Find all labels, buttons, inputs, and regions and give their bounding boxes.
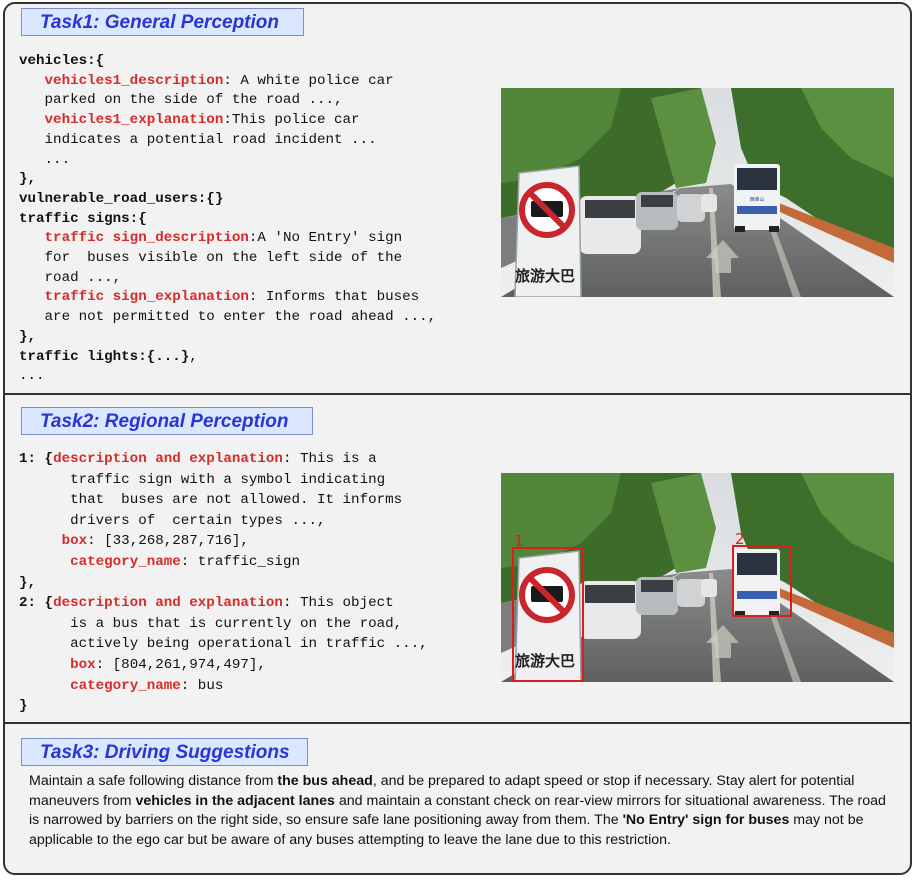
item1-de-val-4: drivers of certain types ...,: [70, 512, 326, 529]
code-veh-desc-val: : A white police car: [223, 72, 394, 89]
item1-de-val: : This is a: [282, 451, 377, 467]
task3-title: Task3: Driving Suggestions: [21, 738, 308, 766]
code-veh-ellipsis: ...: [44, 151, 71, 168]
item2-de-key: description and explanation: [53, 595, 283, 612]
item2-open: {: [44, 595, 54, 612]
task1-title: Task1: General Perception: [21, 8, 304, 36]
suggest-b1: the bus ahead: [277, 773, 373, 789]
suggest-p4: may not be applicable to the ego car but…: [29, 812, 864, 848]
code-close-2: },: [19, 328, 37, 345]
suggest-b3: 'No Entry' sign for buses: [622, 812, 790, 829]
item2-de-val-2: is a bus that is currently on the road,: [70, 615, 403, 632]
item1-open: {: [44, 451, 54, 467]
code-sign-expl-val: : Informs that buses: [248, 289, 420, 306]
code-signs-key: traffic signs:{: [19, 210, 147, 227]
suggest-b2: vehicles in the adjacent lanes: [135, 792, 335, 809]
item1-num: 1:: [19, 451, 37, 467]
suggest-p3: and maintain a constant check on rear-vi…: [29, 792, 886, 829]
bbox-2-label: 2: [735, 530, 745, 548]
bbox-1: [512, 547, 584, 682]
item2-close: }: [19, 698, 28, 715]
code-sign-desc-val: :A 'No Entry' sign: [248, 230, 403, 247]
bbox-2: [732, 545, 792, 617]
task2-title: Task2: Regional Perception: [21, 407, 313, 435]
code-veh-desc-key: vehicles1_description: [44, 72, 224, 89]
code-vru: vulnerable_road_users:{}: [19, 190, 224, 207]
code-sign-desc-key: traffic sign_description: [44, 230, 249, 247]
code-close-1: },: [19, 171, 37, 188]
task1-road-image: 西峰山 旅游大巴: [501, 88, 894, 297]
code-sign-expl-key: traffic sign_explanation: [44, 289, 249, 306]
task2-sign-text: 旅游大巴: [515, 652, 575, 670]
code-sign-desc-val-3: road ...,: [44, 269, 122, 286]
suggest-p1: Maintain a safe following distance from: [29, 773, 278, 789]
task1-sign-text: 旅游大巴: [515, 267, 575, 285]
code-lights-comma: ,: [189, 348, 198, 365]
task2-road-image: 旅游大巴 1 2: [501, 473, 894, 682]
item2-box-val: : [804,261,974,497],: [95, 656, 266, 673]
code-veh-desc-val-2: parked on the side of the road ...,: [44, 92, 343, 109]
code-veh-expl-val: :This police car: [223, 112, 360, 129]
task1-bus-label: 西峰山: [749, 196, 764, 203]
code-lights: traffic lights:{...}: [19, 348, 190, 365]
item1-de-val-2: traffic sign with a symbol indicating: [70, 471, 386, 488]
item1-cat-key: category_name: [70, 553, 181, 570]
task2-code: 1: {description and explanation: This is…: [19, 449, 428, 717]
task1-code: vehicles:{ vehicles1_description: A whit…: [19, 52, 436, 387]
code-veh-expl-key: vehicles1_explanation: [44, 112, 224, 129]
item1-de-val-3: that buses are not allowed. It informs: [70, 492, 403, 509]
task2-section: Task2: Regional Perception 1: {descripti…: [5, 393, 910, 722]
item2-cat-key: category_name: [70, 677, 181, 694]
item2-de-val: : This object: [282, 595, 394, 612]
item2-cat-val: : bus: [180, 677, 224, 694]
item2-box-key: box: [70, 656, 96, 673]
task1-section: Task1: General Perception vehicles:{ veh…: [5, 4, 910, 393]
suggest-p2: , and be prepared to adapt speed or stop…: [29, 773, 855, 809]
figure-frame: Task1: General Perception vehicles:{ veh…: [3, 2, 912, 875]
item1-close: },: [19, 574, 37, 591]
code-vehicles-key: vehicles:{: [19, 53, 105, 69]
item1-cat-val: : traffic_sign: [180, 553, 300, 570]
item2-num: 2:: [19, 595, 37, 612]
item1-de-key: description and explanation: [53, 451, 283, 467]
task3-section: Task3: Driving Suggestions Maintain a sa…: [5, 722, 910, 873]
item1-box-key: box: [61, 533, 88, 550]
code-sign-desc-val-2: for buses visible on the left side of th…: [44, 250, 403, 267]
driving-suggestions-text: Maintain a safe following distance from …: [29, 772, 889, 850]
code-veh-expl-val-2: indicates a potential road incident ...: [44, 131, 377, 148]
item1-box-val: : [33,268,287,716],: [87, 533, 249, 550]
bbox-1-label: 1: [514, 532, 524, 550]
code-tail: ...: [19, 368, 45, 385]
item2-de-val-3: actively being operational in traffic ..…: [70, 636, 428, 653]
code-sign-expl-val-2: are not permitted to enter the road ahea…: [44, 309, 437, 326]
